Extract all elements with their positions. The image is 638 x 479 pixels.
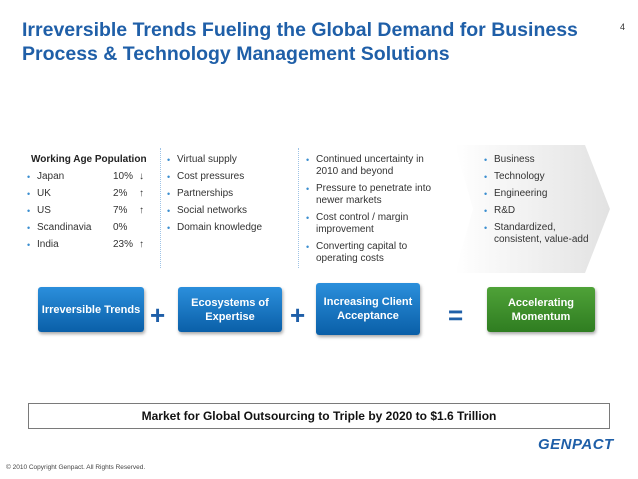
plus-operator: + <box>150 300 166 330</box>
country: US <box>37 205 51 216</box>
list-item: Engineering <box>484 188 606 200</box>
value: 10% <box>113 171 134 182</box>
list-item: R&D <box>484 205 606 217</box>
working-age-heading: Working Age Population <box>31 154 147 165</box>
list-item: India 23% ↑ <box>27 239 167 251</box>
country: Scandinavia <box>37 222 92 233</box>
ecosystems-box: Ecosystems of Expertise <box>178 287 282 332</box>
working-age-list: Japan 10% ↓ UK 2% ↑ US 7% ↑ Scandinavia 0% Indi… <box>27 171 167 256</box>
country: UK <box>37 188 51 199</box>
value: 2% <box>113 188 128 199</box>
list-item: UK 2% ↑ <box>27 188 167 200</box>
client-acceptance-box: Increasing Client Acceptance <box>316 283 420 335</box>
list-item: Partnerships <box>167 188 292 200</box>
value: 0% <box>113 222 128 233</box>
page-number: 4 <box>620 22 626 32</box>
genpact-logo: GENPACT <box>538 436 614 453</box>
list-item: Domain knowledge <box>167 222 292 234</box>
list-item: Pressure to penetrate into newer markets <box>306 183 441 207</box>
list-item: Standardized, consistent, value-add <box>484 222 606 246</box>
country: India <box>37 239 59 250</box>
arrow-down-icon: ↓ <box>139 171 144 182</box>
divider <box>160 148 162 268</box>
list-item: US 7% ↑ <box>27 205 167 217</box>
country: Japan <box>37 171 65 182</box>
arrow-up-icon: ↑ <box>139 205 144 216</box>
list-item: Scandinavia 0% <box>27 222 167 234</box>
value: 23% <box>113 239 134 250</box>
list-item: Cost control / margin improvement <box>306 212 441 236</box>
arrow-up-icon: ↑ <box>139 239 144 250</box>
equals-operator: = <box>448 300 464 330</box>
list-item: Technology <box>484 171 606 183</box>
market-banner: Market for Global Outsourcing to Triple … <box>28 403 610 429</box>
list-item: Japan 10% ↓ <box>27 171 167 183</box>
value: 7% <box>113 205 128 216</box>
list-item: Continued uncertainty in 2010 and beyond <box>306 154 441 178</box>
divider <box>298 148 300 268</box>
plus-operator: + <box>290 300 306 330</box>
accelerating-momentum-box: Accelerating Momentum <box>487 287 595 332</box>
irreversible-trends-box: Irreversible Trends <box>38 287 144 332</box>
list-item: Business <box>484 154 606 166</box>
list-item: Virtual supply <box>167 154 292 166</box>
list-item: Cost pressures <box>167 171 292 183</box>
list-item: Social networks <box>167 205 292 217</box>
momentum-list: Business Technology Engineering R&D Stan… <box>484 154 606 251</box>
list-item: Converting capital to operating costs <box>306 241 441 265</box>
ecosystems-list: Virtual supply Cost pressures Partnershi… <box>167 154 292 239</box>
copyright: © 2010 Copyright Genpact. All Rights Res… <box>6 464 146 471</box>
slide-title: Irreversible Trends Fueling the Global D… <box>22 19 578 65</box>
client-acceptance-list: Continued uncertainty in 2010 and beyond… <box>306 154 441 270</box>
arrow-up-icon: ↑ <box>139 188 144 199</box>
